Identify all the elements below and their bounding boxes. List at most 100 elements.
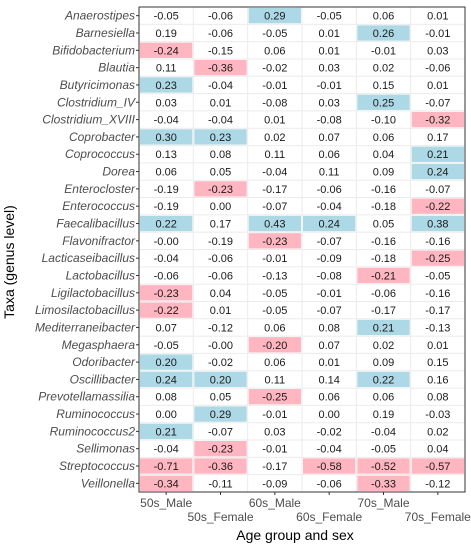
cell-value-label: -0.25	[262, 392, 287, 404]
cell-value-label: 0.01	[210, 305, 231, 317]
y-tick-label: Enterococcus	[62, 199, 135, 213]
heatmap-cell	[194, 129, 247, 145]
cell-value-label: -0.04	[154, 253, 179, 265]
cell-value-label: -0.04	[208, 80, 233, 92]
heatmap-cell	[411, 198, 464, 214]
cell-value-label: -0.16	[371, 236, 396, 248]
cell-value-label: -0.19	[154, 184, 179, 196]
y-axis-title: Taxa (genus level)	[1, 205, 17, 319]
cell-value-label: -0.06	[154, 270, 179, 282]
y-tick-label: Streptococcus	[59, 459, 135, 473]
cell-value-label: 0.24	[155, 374, 176, 386]
cell-value-label: -0.05	[262, 28, 287, 40]
cell-value-label: -0.22	[154, 305, 179, 317]
cell-value-label: -0.07	[262, 201, 287, 213]
cell-value-label: -0.07	[317, 236, 342, 248]
x-tick-label: 50s_Female	[187, 510, 253, 524]
cell-value-label: -0.04	[208, 115, 233, 127]
cell-value-label: 0.06	[373, 392, 394, 404]
cell-value-label: 0.19	[155, 28, 176, 40]
cell-value-label: -0.01	[262, 444, 287, 456]
cell-value-label: 0.21	[155, 426, 176, 438]
cell-value-label: -0.52	[371, 461, 396, 473]
heatmap-cell	[140, 215, 193, 232]
cell-value-label: 0.05	[373, 219, 394, 231]
cell-value-label: -0.02	[262, 63, 287, 75]
cell-value-label: 0.06	[318, 392, 339, 404]
heatmap-cell	[140, 354, 193, 370]
heatmap-cell	[411, 215, 464, 232]
cell-labels: -0.05 -0.06 0.29 -0.05 0.06 0.01 0.19 -0.06 -0.0…	[154, 11, 451, 491]
y-tick-label: Ligilactobacillus	[51, 286, 135, 300]
cell-value-label: 0.06	[318, 149, 339, 161]
cell-value-label: -0.07	[425, 184, 450, 196]
cell-value-label: -0.58	[317, 461, 342, 473]
cell-value-label: -0.06	[208, 253, 233, 265]
cell-value-label: -0.32	[425, 115, 450, 127]
cell-value-label: 0.01	[318, 28, 339, 40]
heatmap-cell	[411, 458, 464, 474]
cell-value-label: -0.05	[262, 288, 287, 300]
heatmap-cell	[357, 267, 410, 284]
cell-value-label: -0.17	[371, 305, 396, 317]
cell-value-label: 0.05	[210, 167, 231, 179]
cell-value-label: -0.05	[425, 270, 450, 282]
cell-value-label: -0.08	[317, 270, 342, 282]
cell-value-label: -0.16	[425, 236, 450, 248]
x-tick-label: 50s_Male	[140, 496, 192, 510]
cell-value-label: -0.16	[425, 288, 450, 300]
cell-value-label: 0.21	[427, 149, 448, 161]
cell-value-label: -0.04	[317, 201, 342, 213]
cell-value-label: 0.01	[427, 340, 448, 352]
cell-value-label: -0.16	[371, 184, 396, 196]
cell-value-label: -0.07	[208, 426, 233, 438]
cell-value-label: 0.23	[155, 80, 176, 92]
cell-value-label: -0.13	[262, 270, 287, 282]
heatmap-cell	[411, 146, 464, 162]
cell-value-label: -0.17	[262, 184, 287, 196]
x-tick-labels: 50s_Male50s_Female60s_Male60s_Female70s_…	[140, 492, 471, 524]
y-tick-label: Enterocloster	[64, 182, 136, 196]
cell-value-label: -0.36	[208, 63, 233, 75]
cell-value-label: 0.02	[373, 63, 394, 75]
y-tick-label: Megasphaera	[62, 338, 136, 352]
cell-value-label: 0.09	[373, 357, 394, 369]
cell-value-label: -0.05	[262, 305, 287, 317]
cell-value-label: 0.11	[319, 167, 340, 179]
cell-value-label: 0.15	[427, 357, 448, 369]
y-tick-label: Clostridium_XVIII	[42, 113, 135, 127]
cell-value-label: 0.08	[210, 149, 231, 161]
cell-value-label: 0.02	[264, 132, 285, 144]
cell-value-label: -0.02	[317, 426, 342, 438]
heatmap-cell	[140, 458, 193, 474]
cell-value-label: -0.06	[208, 28, 233, 40]
cell-value-label: -0.57	[425, 461, 450, 473]
heatmap-cell	[411, 163, 464, 180]
cell-value-label: -0.05	[317, 11, 342, 23]
cell-value-label: -0.01	[371, 45, 396, 57]
cell-value-label: -0.17	[262, 461, 287, 473]
heatmap-cell	[194, 406, 247, 422]
cell-value-label: -0.06	[317, 184, 342, 196]
cell-value-label: -0.04	[371, 426, 396, 438]
heatmap-cell	[140, 371, 193, 388]
y-tick-label: Mediterraneibacter	[35, 320, 136, 334]
x-tick-label: 60s_Female	[296, 510, 362, 524]
heatmap-cell	[194, 441, 247, 457]
heatmap-cell	[248, 389, 301, 405]
cell-value-label: -0.33	[371, 478, 396, 490]
cell-value-label: -0.12	[425, 478, 450, 490]
cell-value-label: -0.23	[154, 288, 179, 300]
cell-value-label: -0.18	[371, 201, 396, 213]
heatmap-cell	[140, 302, 193, 318]
cell-value-label: -0.01	[317, 288, 342, 300]
cell-value-label: 0.29	[210, 409, 231, 421]
cell-value-label: 0.08	[155, 392, 176, 404]
heatmap-cell	[357, 458, 410, 474]
cell-value-label: 0.20	[155, 357, 176, 369]
cell-value-label: -0.34	[154, 478, 179, 490]
cell-value-label: 0.11	[156, 63, 177, 75]
heatmap-cell	[357, 25, 410, 41]
heatmap-cell	[357, 319, 410, 336]
